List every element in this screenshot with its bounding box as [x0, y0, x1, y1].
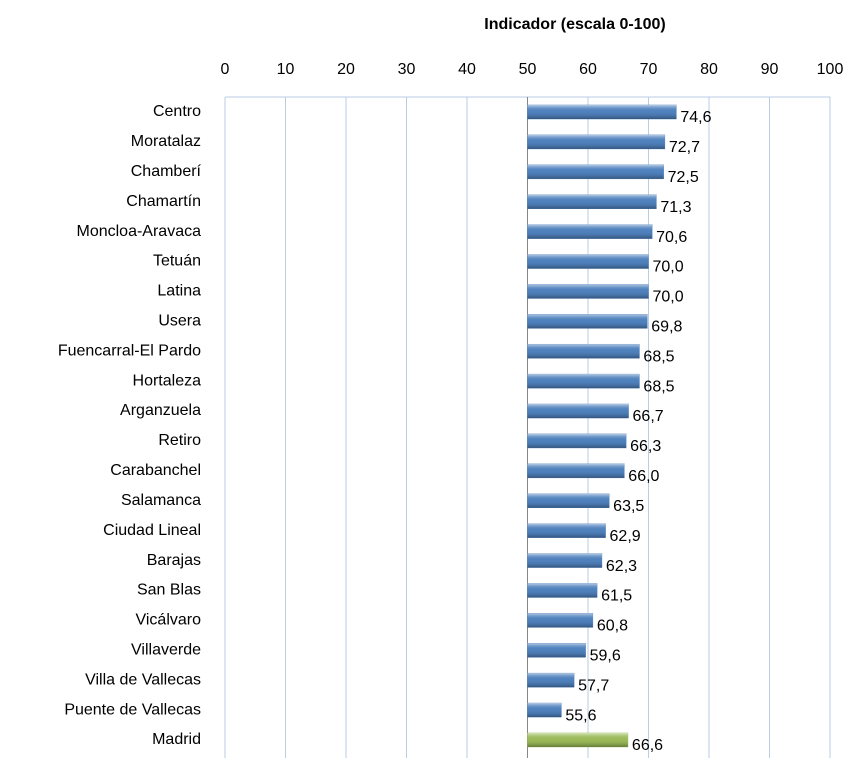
data-label: 68,5	[643, 378, 674, 395]
y-tick-label: Usera	[158, 313, 201, 330]
data-label: 62,3	[606, 558, 637, 575]
y-tick-label: Retiro	[158, 432, 201, 449]
bar-shade	[527, 374, 640, 389]
bar-shade	[527, 523, 606, 538]
y-tick-label: Fuencarral-El Pardo	[58, 342, 201, 359]
y-tick-label: Moratalaz	[131, 133, 201, 150]
y-tick-label: Villaverde	[131, 641, 201, 658]
bar-shade	[527, 224, 653, 239]
data-label: 66,7	[633, 408, 664, 425]
y-tick-label: Salamanca	[121, 492, 201, 509]
y-tick-label: Arganzuela	[120, 402, 201, 419]
x-tick-label: 70	[640, 61, 658, 78]
x-tick-label: 100	[817, 61, 844, 78]
y-tick-label: Tetuán	[153, 253, 201, 270]
bar-shade	[527, 344, 640, 359]
y-tick-label: Vicálvaro	[135, 612, 201, 629]
data-label: 66,0	[628, 468, 659, 485]
x-tick-label: 10	[277, 61, 295, 78]
data-label: 72,7	[669, 139, 700, 156]
data-label: 74,6	[680, 109, 711, 126]
y-tick-label: Centro	[153, 103, 201, 120]
data-label: 62,9	[610, 528, 641, 545]
y-tick-label: Latina	[157, 283, 201, 300]
bar-shade	[527, 583, 598, 598]
bar-shade	[527, 284, 649, 299]
y-tick-label: Barajas	[147, 552, 201, 569]
data-label: 63,5	[613, 498, 644, 515]
bar-shade	[527, 105, 677, 119]
x-tick-label: 50	[519, 61, 537, 78]
data-label: 68,5	[643, 348, 674, 365]
x-tick-label: 0	[221, 61, 230, 78]
data-label: 66,6	[632, 737, 663, 754]
x-tick-label: 20	[337, 61, 355, 78]
bar-shade	[527, 643, 586, 658]
x-tick-label: 60	[579, 61, 597, 78]
data-label: 70,0	[653, 259, 684, 276]
x-tick-label: 80	[700, 61, 718, 78]
bar-shade	[527, 134, 665, 149]
bar-shade	[527, 254, 649, 269]
y-tick-label: San Blas	[137, 582, 201, 599]
data-label: 61,5	[601, 588, 632, 605]
x-tick-label: 90	[761, 61, 779, 78]
bar-shade	[527, 314, 648, 329]
data-label: 69,8	[651, 319, 682, 336]
y-tick-label: Chamartín	[126, 193, 201, 210]
bar-shade	[527, 433, 627, 448]
y-tick-label: Hortaleza	[133, 372, 202, 389]
bar-shade	[527, 164, 664, 179]
bar-shade	[527, 194, 657, 209]
bar-shade	[527, 404, 629, 419]
data-label: 71,3	[660, 199, 691, 216]
bar-shade	[527, 463, 625, 478]
y-tick-label: Carabanchel	[110, 462, 201, 479]
y-tick-label: Ciudad Lineal	[103, 522, 201, 539]
y-tick-label: Villa de Vallecas	[85, 671, 201, 688]
bar-shade	[527, 673, 575, 688]
y-tick-label: Puente de Vallecas	[64, 701, 201, 718]
data-label: 55,6	[565, 707, 596, 724]
data-label: 57,7	[578, 677, 609, 694]
y-tick-label: Chamberí	[131, 163, 202, 180]
data-label: 72,5	[668, 169, 699, 186]
bar-shade	[527, 613, 593, 628]
data-label: 60,8	[597, 618, 628, 635]
x-tick-label: 40	[458, 61, 476, 78]
y-tick-label: Moncloa-Aravaca	[77, 223, 202, 240]
data-label: 59,6	[590, 647, 621, 664]
bar-shade	[527, 493, 610, 508]
x-tick-label: 30	[398, 61, 416, 78]
y-tick-label: Madrid	[152, 731, 201, 748]
data-label: 70,6	[656, 229, 687, 246]
data-label: 66,3	[630, 438, 661, 455]
chart-title: Indicador (escala 0-100)	[484, 16, 665, 33]
bar-shade	[527, 732, 628, 747]
bar-shade	[527, 553, 602, 568]
bar-shade	[527, 703, 562, 718]
data-label: 70,0	[653, 289, 684, 306]
